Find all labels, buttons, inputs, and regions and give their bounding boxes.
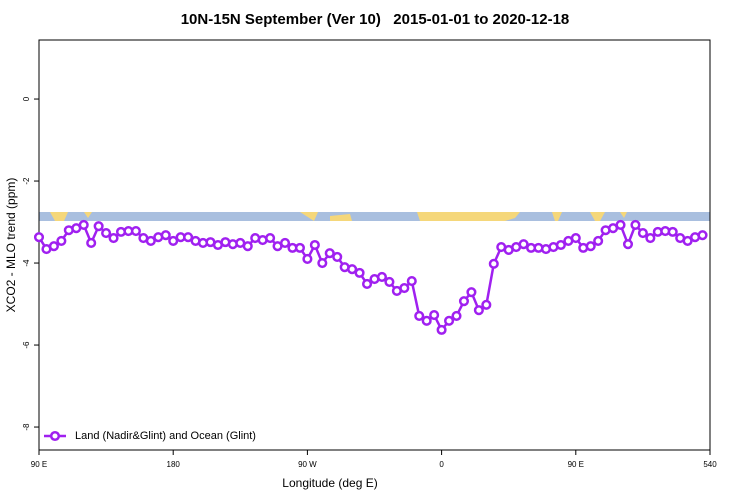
data-point [48,241,59,252]
data-point [615,219,626,230]
data-point [630,219,641,230]
data-point [101,228,112,239]
data-point [488,258,499,269]
data-point [265,232,276,244]
data-point [242,241,253,252]
data-point [376,271,388,283]
data-point [637,228,648,239]
data-point [481,299,492,310]
y-tick-label: -2 [22,177,31,185]
data-point [585,241,596,252]
data-point [347,264,358,275]
data-point [555,239,566,251]
y-tick-label: -6 [22,341,31,349]
data-point [324,248,335,259]
land-ocean-strip [39,212,710,221]
x-tick-label: 540 [703,460,717,469]
chart-title: 10N-15N September (Ver 10) 2015-01-01 to… [181,11,570,28]
data-point [108,232,119,244]
x-tick-label: 0 [439,460,444,469]
y-axis-label: XCO2 - MLO trend (ppm) [4,178,18,313]
data-point [294,242,305,253]
x-tick-label: 90 W [298,460,317,469]
y-tick-label: -4 [22,259,31,267]
data-point [354,267,365,278]
data-point [682,235,693,246]
x-axis-label: Longitude (deg E) [282,476,377,490]
data-point [56,235,67,246]
data-point [183,232,194,243]
data-point [361,278,373,290]
data-point [130,226,141,237]
data-point [466,287,477,298]
x-tick-label: 180 [167,460,181,469]
data-point [473,305,484,316]
data-point [697,230,708,241]
data-point [518,239,529,250]
data-point [451,310,462,321]
y-tick-label: 0 [22,96,31,101]
data-point [406,276,417,287]
data-point [667,226,678,237]
legend-label: Land (Nadir&Glint) and Ocean (Glint) [75,430,256,442]
data-point [86,237,97,248]
data-point [429,310,440,321]
x-tick-label: 90 E [568,460,584,469]
data-point [160,230,171,241]
data-point [78,219,89,230]
data-point [570,232,581,244]
data-point [399,283,410,294]
data-point [458,296,470,307]
legend-marker [49,430,61,442]
data-point [317,257,328,269]
data-point [444,315,455,326]
data-point [145,235,156,246]
data-point [436,324,447,335]
data-point [33,232,45,243]
plot-frame [38,39,711,451]
y-tick-label: -8 [22,423,31,431]
data-point [414,310,425,321]
x-tick-label: 90 E [31,460,47,469]
data-point [384,276,395,287]
data-point [279,237,291,248]
data-point [645,232,656,244]
data-point [421,315,432,326]
data-point [168,235,179,246]
data-point [309,239,320,251]
data-point [622,239,634,250]
data-point [332,251,343,262]
data-point [302,253,313,264]
data-point [93,221,104,232]
data-point [593,235,604,246]
